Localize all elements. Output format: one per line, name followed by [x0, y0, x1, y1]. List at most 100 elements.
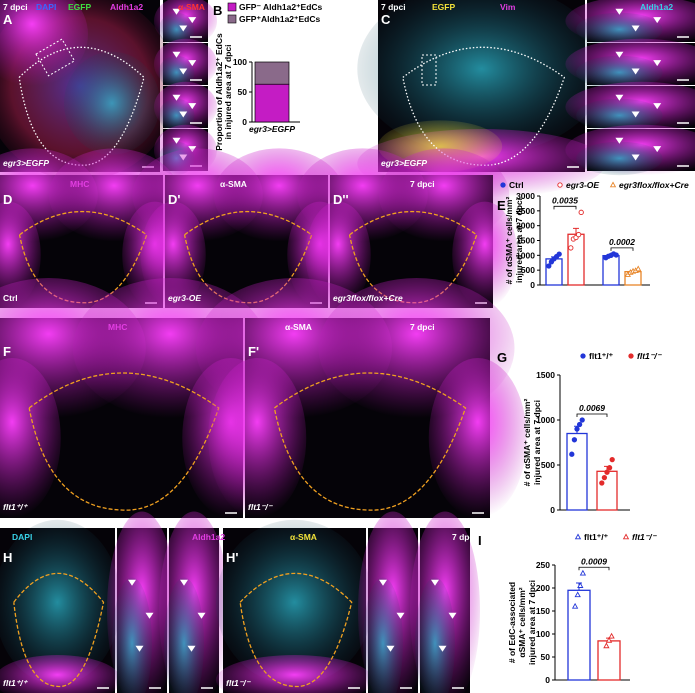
label: 0 — [550, 505, 555, 515]
label: 0.0069 — [579, 403, 605, 413]
stain — [428, 358, 527, 518]
arrowhead — [615, 51, 624, 58]
label: 1000 — [516, 250, 535, 260]
arrowhead — [653, 103, 662, 110]
stain — [357, 0, 606, 155]
stain — [0, 519, 121, 685]
label: 7 dpci — [410, 322, 435, 332]
arrowhead — [631, 25, 640, 32]
label: egr3-OE — [566, 180, 599, 190]
label: D'' — [333, 192, 349, 207]
significance-bracket — [578, 566, 610, 571]
label: GFP⁻ Aldh1a2⁺EdCs — [239, 2, 323, 12]
zoom-box — [421, 54, 437, 86]
label: flt1⁻/⁻ — [632, 532, 658, 542]
label: 50 — [541, 652, 551, 662]
label: 0.0035 — [552, 195, 578, 205]
point — [574, 533, 582, 540]
label: 3000 — [516, 191, 535, 201]
arrowhead — [448, 612, 457, 619]
label: B — [213, 3, 222, 18]
point — [575, 231, 582, 238]
bar — [566, 432, 588, 511]
label: E — [497, 198, 506, 213]
label: 250 — [536, 560, 550, 570]
label: MHC — [70, 179, 89, 189]
bar — [545, 258, 563, 286]
label: # of EdC-associated — [507, 582, 517, 663]
point — [576, 421, 583, 428]
label: MHC — [108, 322, 127, 332]
arrowhead — [653, 146, 662, 153]
injury-outline — [239, 572, 353, 688]
legend-swatch — [227, 2, 237, 12]
point — [606, 465, 613, 471]
stain — [158, 12, 195, 47]
error-bar — [573, 227, 579, 235]
label: I — [478, 533, 482, 548]
arrowhead — [179, 111, 188, 118]
label: 7 dpci — [381, 2, 406, 12]
point — [608, 632, 615, 639]
point — [622, 533, 630, 540]
point — [609, 181, 617, 188]
injury-outline — [18, 46, 145, 166]
label: DAPI — [36, 2, 56, 12]
label: egr3>EGFP — [381, 158, 427, 168]
stain — [0, 655, 121, 693]
point — [571, 602, 579, 609]
stain — [452, 201, 518, 308]
label: αSMA⁺ cells/mm² — [517, 587, 527, 657]
point — [580, 353, 586, 359]
label: flt1⁺/⁺ — [589, 351, 614, 361]
stain — [158, 55, 195, 90]
label: α-SMA — [285, 322, 312, 332]
point — [577, 582, 584, 588]
label: Vim — [500, 2, 516, 12]
injury-outline — [13, 572, 105, 688]
point — [579, 417, 585, 423]
injury-outline — [28, 372, 220, 511]
point — [599, 480, 605, 486]
bar-segment — [254, 61, 290, 85]
label: H — [3, 550, 12, 565]
label: injured area at 7 dpci — [532, 400, 542, 485]
arrowhead — [135, 645, 144, 652]
point — [613, 252, 619, 258]
label: F — [3, 344, 11, 359]
label: 2500 — [516, 206, 535, 216]
arrowhead — [653, 17, 662, 24]
point — [579, 569, 587, 576]
arrowhead — [631, 111, 640, 118]
label: 200 — [536, 583, 550, 593]
label: Aldh1a2 — [640, 2, 673, 12]
label: 100 — [233, 57, 247, 67]
label: egr3>EGFP — [3, 158, 49, 168]
significance-bracket — [576, 413, 608, 417]
label: # of αSMA⁺ cells/mm² — [522, 399, 532, 487]
point — [500, 182, 506, 188]
arrowhead — [188, 17, 197, 24]
label: 1500 — [516, 236, 535, 246]
point — [635, 265, 642, 272]
stain — [0, 358, 61, 518]
arrowhead — [179, 68, 188, 75]
arrowhead — [379, 579, 387, 586]
label: D' — [168, 192, 180, 207]
label: Proportion of Aldh1a2⁺ EdCs — [214, 33, 224, 151]
label: 7 dpci — [410, 179, 435, 189]
label: flt1⁻/⁻ — [637, 351, 663, 361]
label: 0 — [545, 675, 550, 685]
label: flt1⁻/⁻ — [248, 502, 274, 512]
label: 0 — [242, 117, 247, 127]
arrowhead — [615, 94, 624, 101]
arrowhead — [615, 8, 624, 15]
label: flt1⁺/⁺ — [584, 532, 609, 542]
label: egr3flox/flox+Cre — [619, 180, 689, 190]
significance-bracket — [610, 247, 634, 251]
label: 100 — [536, 629, 550, 639]
point — [574, 426, 580, 432]
point — [571, 437, 578, 443]
legend-swatch — [227, 14, 237, 24]
